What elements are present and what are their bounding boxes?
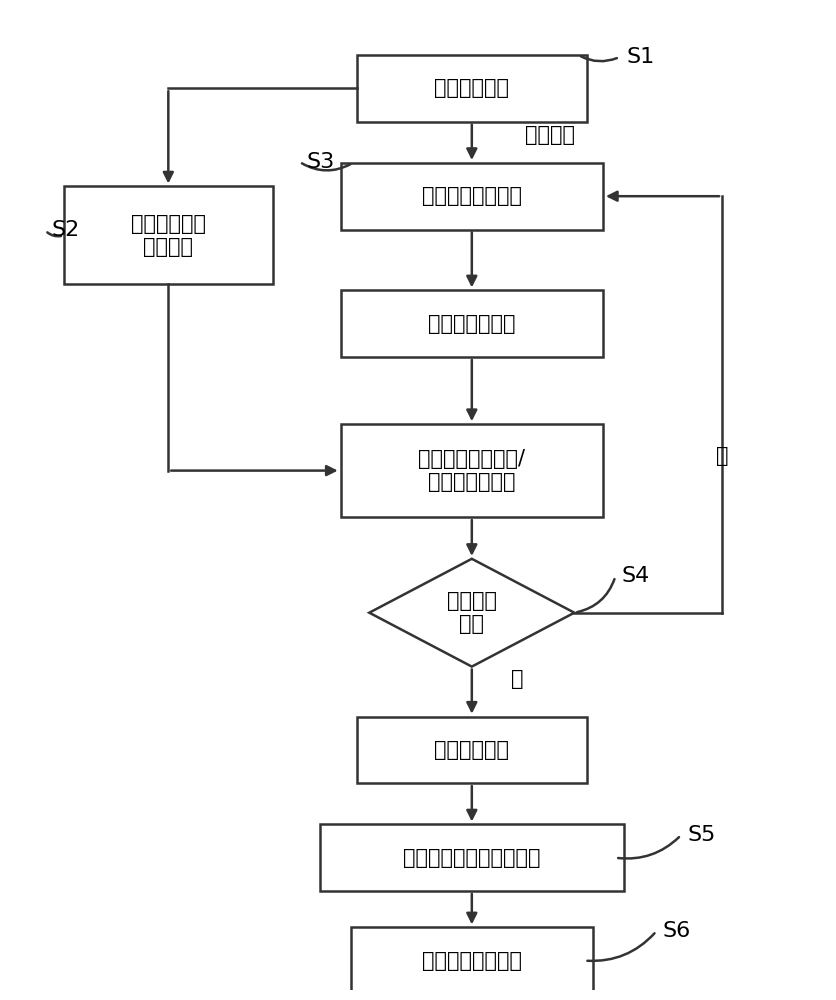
Text: 变形预判: 变形预判 bbox=[524, 125, 574, 145]
Text: 带工装整体去应力热处理: 带工装整体去应力热处理 bbox=[403, 848, 540, 868]
Text: S5: S5 bbox=[686, 825, 715, 845]
Text: 增材至预定位置: 增材至预定位置 bbox=[427, 314, 515, 334]
Bar bbox=[64, 186, 273, 284]
Bar bbox=[356, 55, 586, 122]
Text: 安装一段内形支撑/
外表面随形工装: 安装一段内形支撑/ 外表面随形工装 bbox=[418, 449, 525, 492]
Polygon shape bbox=[369, 559, 573, 667]
Text: 去除工装获取零件: 去除工装获取零件 bbox=[421, 951, 521, 971]
Bar bbox=[350, 927, 592, 994]
Text: 完成增材制造: 完成增材制造 bbox=[434, 740, 509, 760]
Bar bbox=[340, 424, 602, 517]
Text: 增材制造仿真: 增材制造仿真 bbox=[434, 78, 509, 98]
Text: 变形控制工装
设计制造: 变形控制工装 设计制造 bbox=[130, 214, 206, 257]
Text: S2: S2 bbox=[52, 221, 80, 240]
Text: S4: S4 bbox=[621, 566, 650, 586]
Text: S3: S3 bbox=[306, 152, 334, 172]
Bar bbox=[319, 824, 623, 891]
Bar bbox=[340, 290, 602, 357]
Text: 否: 否 bbox=[715, 446, 727, 466]
Text: 是: 是 bbox=[510, 669, 522, 689]
Bar bbox=[340, 163, 602, 230]
Text: 一段增材制造开始: 一段增材制造开始 bbox=[421, 186, 521, 206]
Text: S6: S6 bbox=[662, 921, 691, 941]
Text: 增材制造
完成: 增材制造 完成 bbox=[446, 591, 497, 634]
Text: S1: S1 bbox=[625, 47, 654, 67]
Bar bbox=[356, 717, 586, 783]
